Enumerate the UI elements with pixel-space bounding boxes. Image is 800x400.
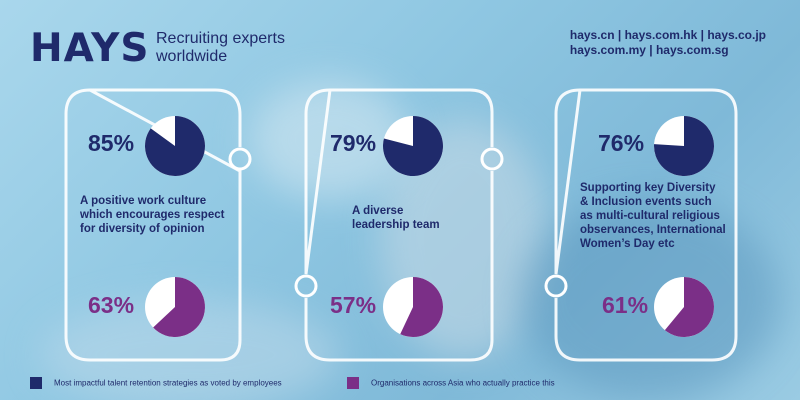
legend-voted-label: Most impactful talent retention strategi… <box>54 378 282 388</box>
panel-outline-3 <box>554 88 738 362</box>
legend-swatch-purple <box>347 377 359 389</box>
website-links: hays.cn | hays.com.hk | hays.co.jp hays.… <box>570 28 766 58</box>
panel-outline-2 <box>304 88 494 362</box>
connector-dot-2 <box>480 147 504 171</box>
practice-pie-2-slice <box>400 277 443 337</box>
voted-pie-2-slice <box>383 116 444 177</box>
practice-pct-3: 61% <box>602 292 649 318</box>
voted-pct-1: 85% <box>88 130 135 156</box>
website-links-line-1: hays.cn | hays.com.hk | hays.co.jp <box>569 28 766 42</box>
hays-logo: HAYS <box>30 26 150 71</box>
voted-pct-3: 76% <box>598 130 645 156</box>
caption-2: A diverse leadership team <box>352 204 440 232</box>
practice-pct-1: 63% <box>88 292 135 318</box>
caption-3: Supporting key Diversity & Inclusion eve… <box>580 181 726 251</box>
practice-pie-1 <box>145 277 205 337</box>
caption-2-line: leadership team <box>352 219 440 231</box>
caption-1: A positive work culture which encourages… <box>80 194 224 236</box>
caption-3-line: Supporting key Diversity <box>580 182 716 194</box>
voted-pie-1-slice <box>145 116 205 177</box>
panel-outline-1 <box>64 88 242 362</box>
caption-1-line: which encourages respect <box>80 209 225 221</box>
connector-dot-1 <box>228 147 252 171</box>
website-links-line-2: hays.com.my | hays.com.sg <box>569 43 729 57</box>
legend-voted: Most impactful talent retention strategi… <box>30 377 282 389</box>
voted-pct-2: 79% <box>330 130 377 156</box>
caption-1-line: A positive work culture <box>80 195 207 207</box>
legend-practice: Organisations across Asia who actually p… <box>347 377 555 389</box>
caption-3-line: Women’s Day etc <box>580 238 675 250</box>
voted-pie-3 <box>654 116 714 176</box>
legend-practice-label: Organisations across Asia who actually p… <box>371 378 555 388</box>
caption-3-line: & Inclusion events such <box>580 196 712 208</box>
practice-pie-2 <box>383 277 443 337</box>
practice-pie-3 <box>654 277 715 337</box>
pie-charts <box>145 116 715 337</box>
legend-swatch-navy <box>30 377 42 389</box>
practice-pie-3-slice <box>664 277 715 337</box>
caption-3-line: observances, International <box>580 224 726 236</box>
tagline: Recruiting experts worldwide <box>156 30 285 65</box>
caption-2-line: A diverse <box>352 205 404 217</box>
caption-3-line: as multi-cultural religious <box>580 210 720 222</box>
caption-1-line: for diversity of opinion <box>80 223 205 235</box>
connector-dot-3 <box>294 274 318 298</box>
voted-pie-3-slice <box>654 116 714 176</box>
connector-dot-4 <box>544 274 568 298</box>
voted-pie-2 <box>383 116 444 177</box>
voted-pie-1 <box>145 116 205 177</box>
practice-pie-1-slice <box>153 277 205 337</box>
practice-pct-2: 57% <box>330 292 377 318</box>
